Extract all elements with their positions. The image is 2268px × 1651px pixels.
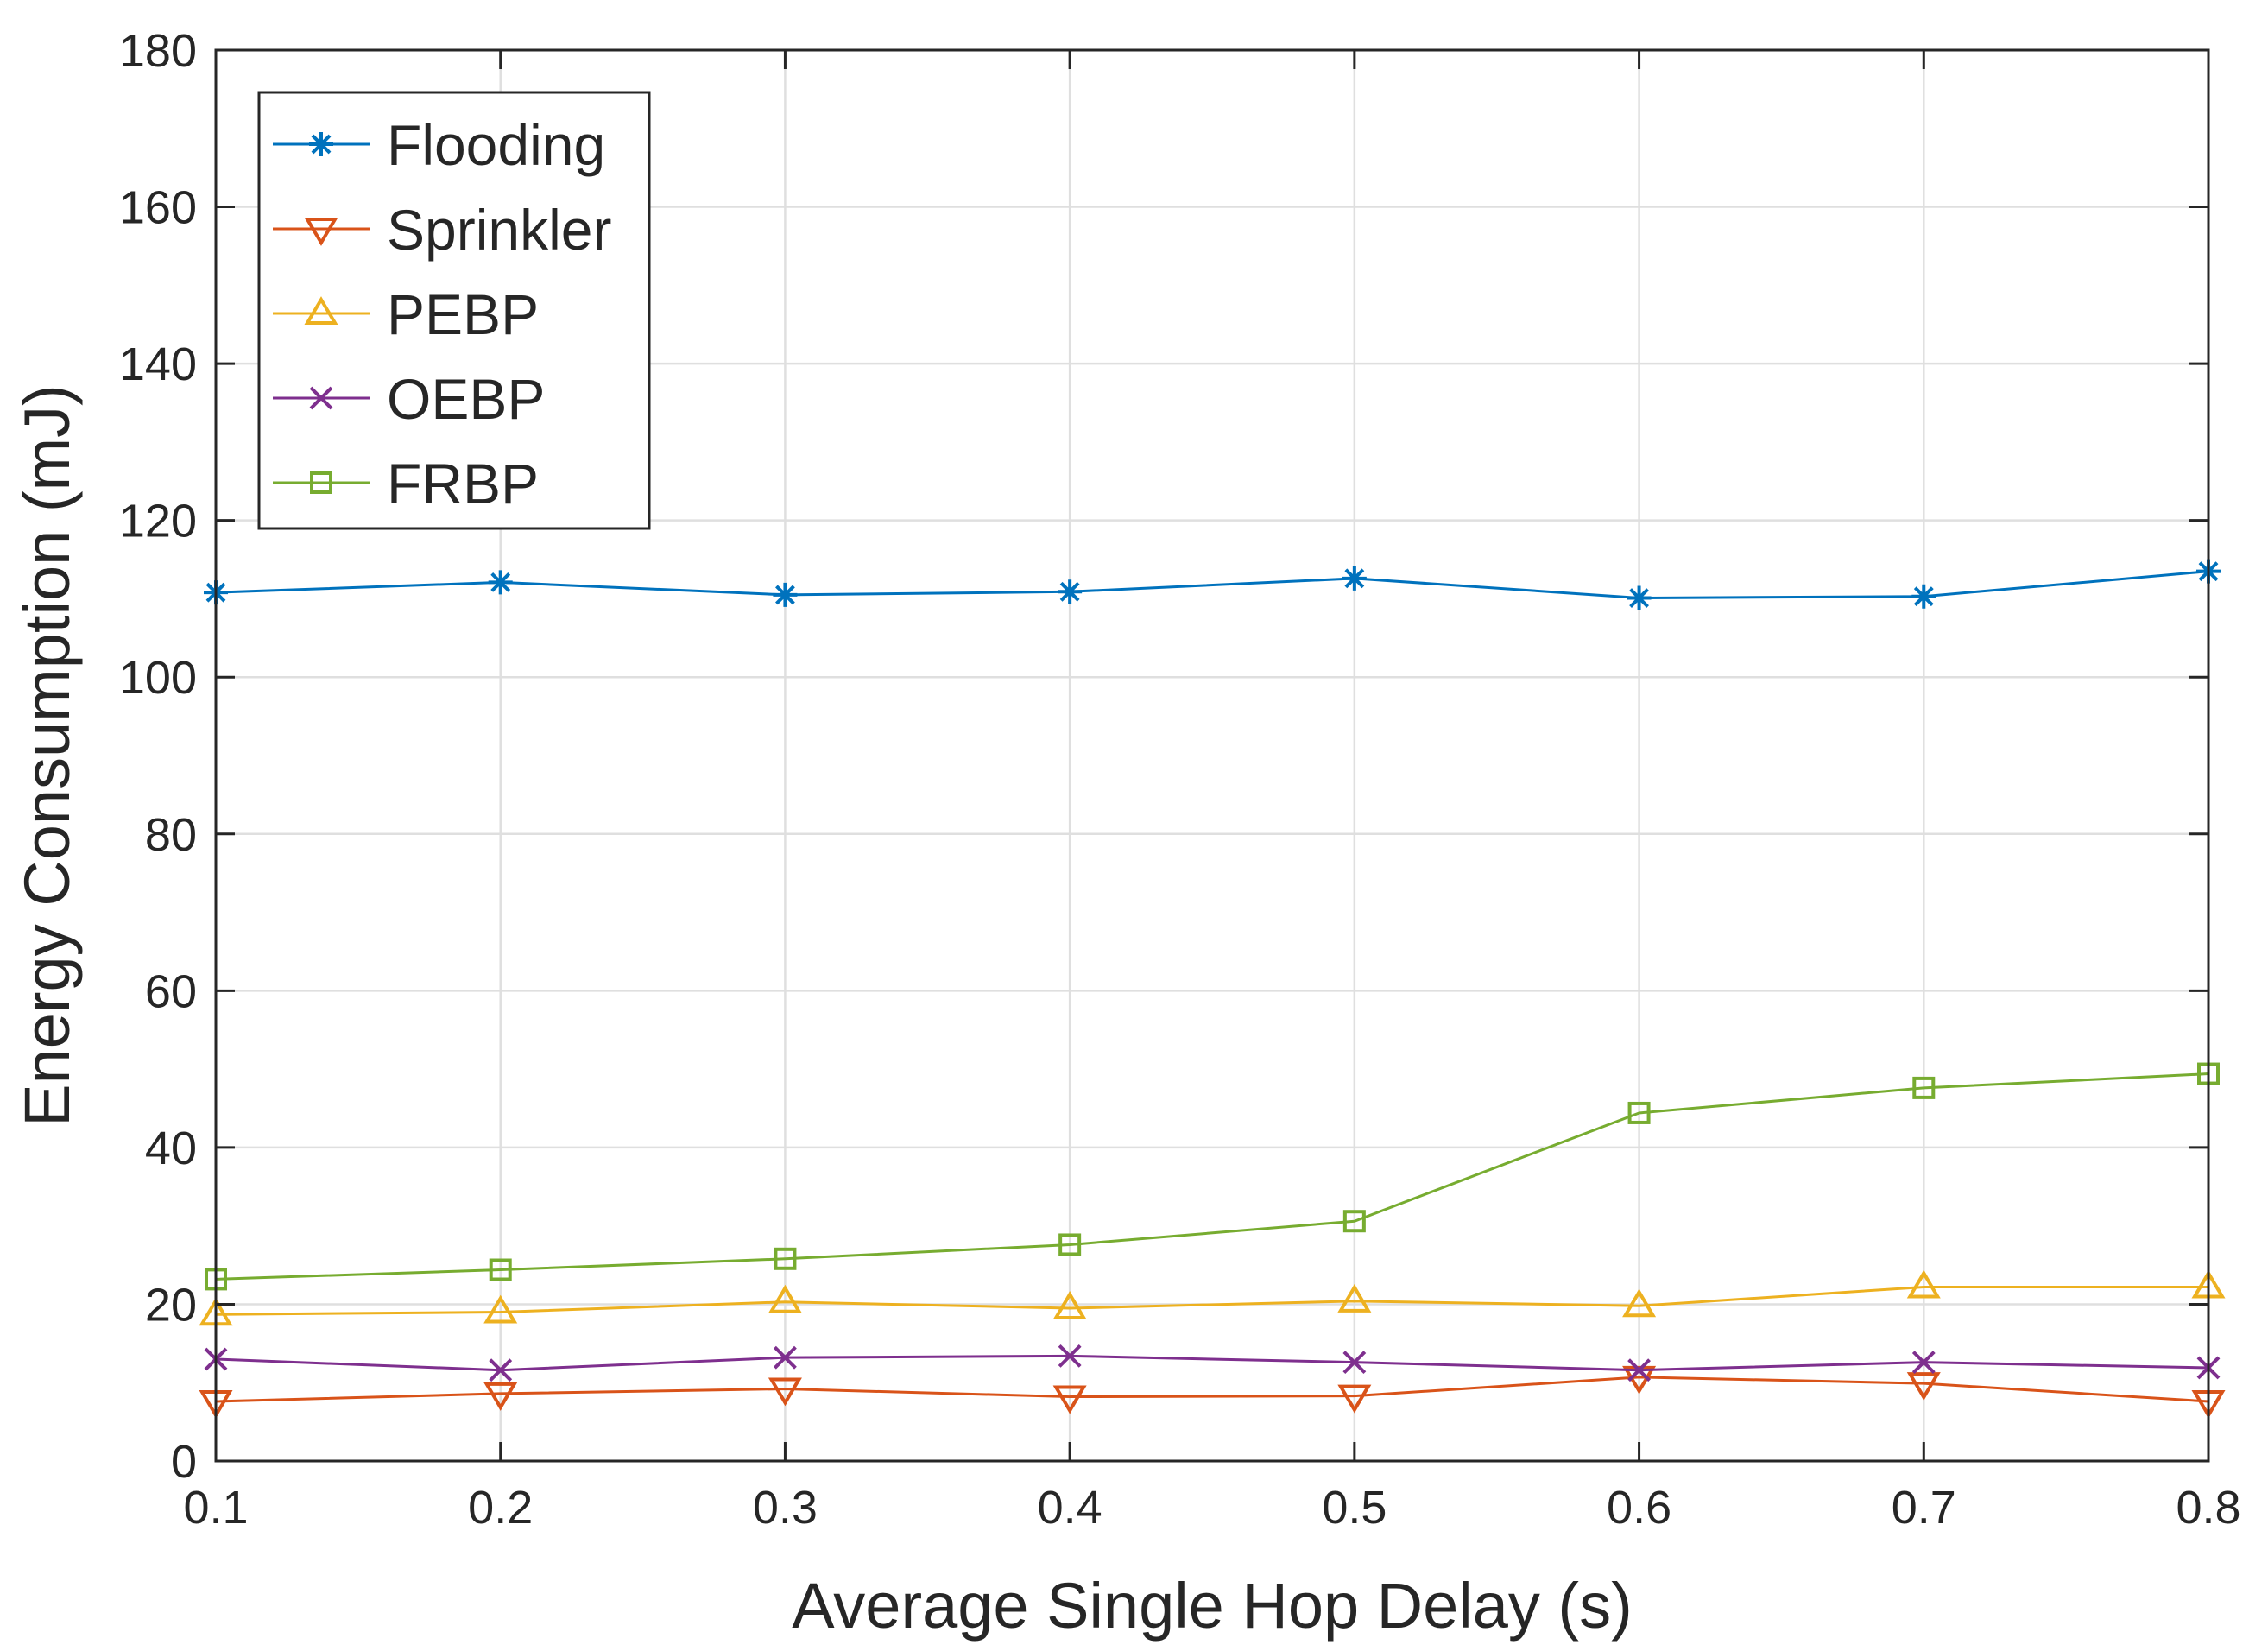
data-point-flooding xyxy=(1627,585,1652,610)
data-point-sprinkler xyxy=(1052,1385,1087,1414)
x-tick-label: 0.5 xyxy=(1322,1482,1387,1534)
data-point-oebp xyxy=(489,1358,513,1382)
x-tick-label: 0.1 xyxy=(183,1482,248,1534)
data-point-oebp xyxy=(1058,1344,1082,1368)
legend-label-frbp: FRBP xyxy=(387,452,539,516)
y-tick-label: 0 xyxy=(171,1436,197,1488)
x-tick-label: 0.7 xyxy=(1892,1482,1956,1534)
legend-marker-oebp xyxy=(309,386,333,410)
y-tick-label: 180 xyxy=(119,25,197,77)
y-tick-label: 100 xyxy=(119,652,197,704)
x-tick-label: 0.4 xyxy=(1038,1482,1102,1534)
y-tick-label: 60 xyxy=(145,965,197,1017)
legend-box xyxy=(257,91,651,530)
data-point-pebp xyxy=(1052,1291,1087,1319)
x-tick-label: 0.8 xyxy=(2176,1482,2240,1534)
data-point-pebp xyxy=(1622,1288,1657,1318)
data-point-frbp xyxy=(1342,1210,1366,1233)
legend-label-flooding: Flooding xyxy=(387,113,605,177)
data-point-sprinkler xyxy=(1906,1372,1941,1401)
y-tick-label: 120 xyxy=(119,496,197,547)
series-line-oebp xyxy=(215,1354,2209,1372)
legend-marker-frbp xyxy=(310,471,332,494)
data-point-flooding xyxy=(773,582,798,607)
y-tick-label: 140 xyxy=(119,338,197,390)
data-point-flooding xyxy=(1058,579,1083,604)
data-point-oebp xyxy=(1911,1351,1936,1375)
data-point-pebp xyxy=(483,1294,518,1324)
legend-entries: Flooding Sprinkler PEBP OEBP FRBP xyxy=(273,113,611,516)
series-line-sprinkler xyxy=(215,1376,2209,1403)
data-point-pebp xyxy=(768,1284,802,1313)
series-layer xyxy=(199,559,2226,1419)
x-axis-title: Average Single Hop Delay (s) xyxy=(792,1570,1632,1642)
data-point-pebp xyxy=(1337,1283,1372,1313)
data-point-sprinkler xyxy=(768,1377,802,1407)
axis-ticks: 0.1 0.2 0.3 0.4 0.5 0.6 0.7 0.8 0 20 40 60 80 100 120 1… xyxy=(119,25,2241,1534)
data-point-frbp xyxy=(1912,1076,1936,1099)
legend-marker-flooding xyxy=(309,132,333,156)
plot-frame xyxy=(214,48,2210,1463)
y-tick-label: 160 xyxy=(119,182,197,234)
series-line-flooding xyxy=(215,570,2209,600)
legend: Flooding Sprinkler PEBP OEBP FRBP xyxy=(257,91,651,530)
data-point-frbp xyxy=(774,1247,797,1270)
data-point-frbp xyxy=(489,1258,512,1281)
x-tick-label: 0.6 xyxy=(1607,1482,1671,1534)
data-point-pebp xyxy=(1906,1269,1941,1299)
legend-label-oebp: OEBP xyxy=(387,367,545,431)
series-sprinkler xyxy=(199,1365,2226,1419)
data-point-flooding xyxy=(488,570,513,595)
series-line-pebp xyxy=(215,1285,2208,1316)
y-tick-label: 40 xyxy=(145,1123,197,1174)
legend-entry-flooding: Flooding xyxy=(273,113,605,177)
data-point-frbp xyxy=(1627,1101,1651,1124)
data-point-flooding xyxy=(1911,584,1936,609)
legend-entry-pebp: PEBP xyxy=(273,282,539,346)
data-point-frbp xyxy=(1058,1233,1082,1256)
legend-entry-sprinkler: Sprinkler xyxy=(273,198,611,262)
legend-label-pebp: PEBP xyxy=(387,282,539,346)
legend-entry-frbp: FRBP xyxy=(273,452,539,516)
data-point-sprinkler xyxy=(1337,1384,1372,1414)
series-line-frbp xyxy=(215,1072,2209,1281)
data-point-oebp xyxy=(774,1345,797,1370)
legend-label-sprinkler: Sprinkler xyxy=(387,198,611,262)
data-point-oebp xyxy=(1627,1358,1651,1382)
x-tick-label: 0.2 xyxy=(468,1482,533,1534)
data-point-oebp xyxy=(1342,1351,1367,1375)
legend-marker-pebp xyxy=(304,296,338,325)
y-axis-title: Energy Consumption (mJ) xyxy=(11,384,83,1127)
legend-marker-sprinkler xyxy=(304,218,338,246)
y-tick-label: 80 xyxy=(145,809,197,861)
data-point-flooding xyxy=(1342,566,1367,591)
legend-entry-oebp: OEBP xyxy=(273,367,545,431)
x-tick-label: 0.3 xyxy=(753,1482,818,1534)
y-tick-label: 20 xyxy=(145,1279,197,1331)
data-point-sprinkler xyxy=(483,1382,518,1411)
